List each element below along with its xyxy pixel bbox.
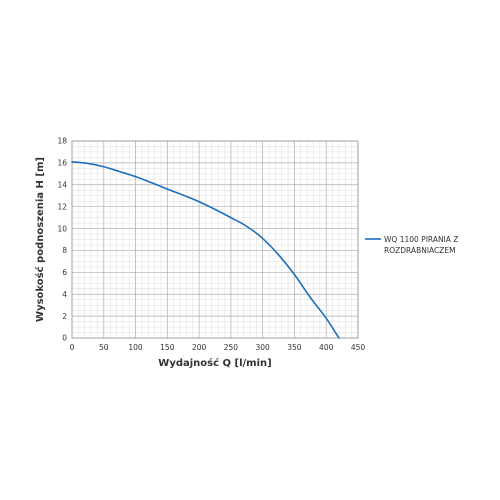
x-tick-label: 100	[128, 343, 143, 352]
x-tick-label: 50	[99, 343, 109, 352]
series-line-wq1100	[71, 160, 340, 339]
legend: WQ 1100 PIRANIA Z ROZDRABNIACZEM	[365, 235, 458, 255]
plot-frame	[71, 140, 359, 339]
x-tick-label: 350	[287, 343, 302, 352]
x-tick-label: 250	[224, 343, 239, 352]
x-tick-label: 0	[70, 343, 75, 352]
y-tick-label: 4	[62, 290, 67, 299]
y-tick-label: 18	[57, 137, 67, 146]
x-tick-label: 400	[319, 343, 334, 352]
y-axis-title: Wysokość podnoszenia H [m]	[34, 157, 46, 322]
y-tick-label: 6	[62, 268, 67, 277]
y-tick-label: 0	[62, 334, 67, 343]
x-axis-title: Wydajność Q [l/min]	[158, 357, 271, 369]
y-tick-label: 12	[57, 202, 67, 211]
y-tick-label: 10	[57, 224, 67, 233]
y-tick-label: 2	[62, 312, 67, 321]
x-tick-labels: 0 50 100 150 200 250 300 350 400 450	[70, 343, 366, 352]
y-tick-label: 8	[62, 246, 67, 255]
legend-label-line-2: ROZDRABNIACZEM	[384, 246, 456, 255]
legend-label-line-1: WQ 1100 PIRANIA Z	[384, 235, 458, 244]
x-tick-label: 200	[192, 343, 207, 352]
y-tick-labels: 0 2 4 6 8 10 12 14 16 18	[57, 137, 67, 343]
y-tick-label: 14	[57, 180, 67, 189]
y-tick-label: 16	[57, 159, 67, 168]
x-tick-label: 300	[256, 343, 271, 352]
x-tick-label: 450	[351, 343, 366, 352]
x-tick-label: 150	[160, 343, 175, 352]
